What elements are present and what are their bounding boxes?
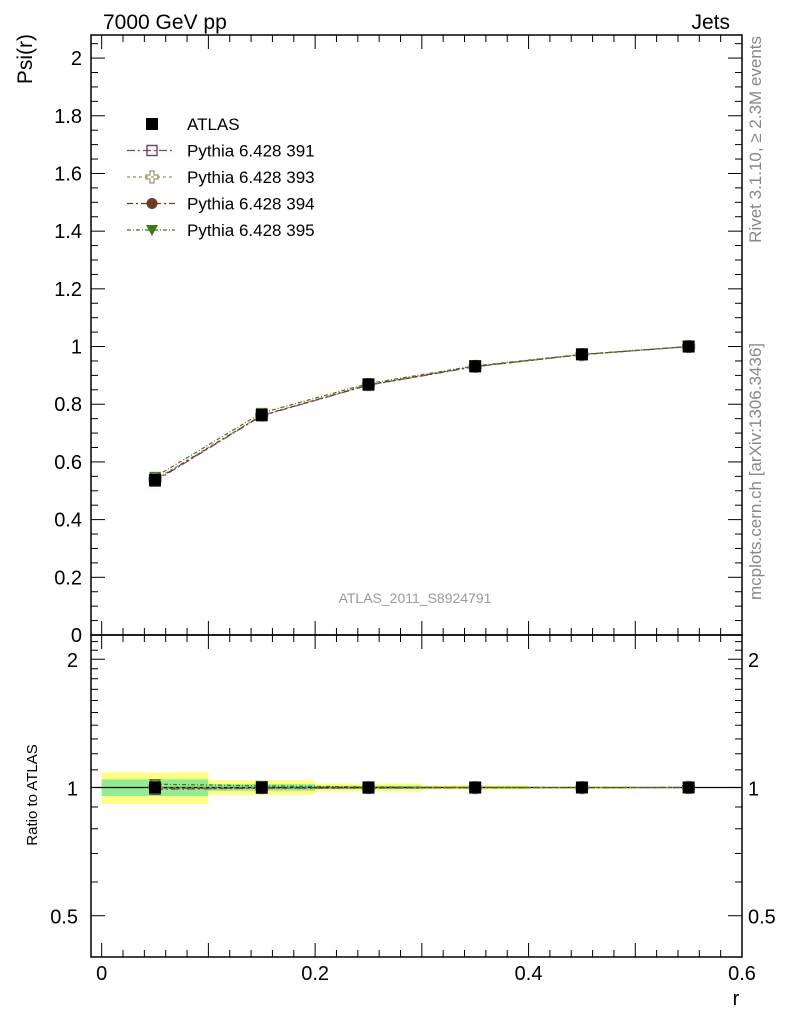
x-tick-label: 0.4 — [515, 963, 543, 985]
series-line — [154, 345, 689, 481]
rivet-version-label: Rivet 3.1.10, ≥ 2.3M events — [746, 36, 765, 243]
ratio-series-line — [155, 783, 689, 789]
legend-marker-open-cross — [145, 170, 159, 184]
ratio-y-tick-label-right: 0.5 — [748, 907, 776, 929]
data-point-square — [149, 473, 162, 486]
main-y-tick-label: 0.2 — [54, 567, 82, 589]
series-line — [154, 345, 689, 481]
ratio-y-axis-label: Ratio to ATLAS — [24, 744, 41, 845]
ratio-y-tick-label-left: 0.5 — [50, 907, 78, 929]
series-pythia-6-428-391 — [154, 345, 689, 482]
legend-label: Pythia 6.428 391 — [187, 142, 315, 161]
axis-ticks: 0 0.2 0.4 0.6 0.8 1 1.2 1.4 1.6 1.8 2 0.5 0.5 1 1 2 2 0 0.… — [50, 35, 776, 985]
legend-marker-square — [146, 118, 158, 130]
x-axis-label: r — [733, 988, 740, 1010]
data-point-square — [255, 408, 268, 421]
ratio-y-tick-label-left: 1 — [67, 778, 78, 800]
legend-label: Pythia 6.428 395 — [187, 221, 315, 240]
main-plot-series — [148, 339, 696, 487]
legend-marker-open-square — [146, 144, 158, 157]
data-point-square — [469, 360, 482, 373]
ratio-point-square — [255, 781, 268, 794]
legend-marker-circle — [146, 198, 158, 209]
main-y-tick-label: 1.6 — [54, 163, 82, 185]
main-y-tick-label: 0.6 — [54, 452, 82, 474]
main-y-axis-label: Psi(r) — [14, 34, 37, 84]
analysis-watermark: ATLAS_2011_S8924791 — [339, 590, 492, 606]
header-left-label: 7000 GeV pp — [103, 11, 227, 34]
main-y-tick-label: 0 — [71, 625, 82, 647]
main-y-tick-label: 2 — [71, 48, 82, 70]
legend-marker-triangle-down — [146, 225, 158, 236]
x-tick-label: 0.2 — [301, 963, 329, 985]
ratio-plot-frame — [90, 634, 743, 958]
main-y-tick-label: 1.2 — [54, 279, 82, 301]
mcplots-source-label: mcplots.cern.ch [arXiv:1306.3436] — [746, 343, 765, 600]
ratio-y-tick-label-left: 2 — [67, 650, 78, 672]
main-y-tick-label: 0.4 — [54, 510, 82, 532]
legend-label: Pythia 6.428 393 — [187, 168, 315, 187]
series-line — [154, 345, 689, 482]
x-tick-label: 0.6 — [728, 963, 756, 985]
legend-label: Pythia 6.428 394 — [187, 195, 315, 214]
ratio-point-square — [149, 781, 162, 794]
ratio-point-square — [682, 781, 695, 794]
series-pythia-6-428-394 — [154, 345, 689, 481]
main-y-tick-label: 0.8 — [54, 394, 82, 416]
ratio-point-square — [469, 781, 482, 794]
series-pythia-6-428-393 — [154, 345, 689, 481]
ratio-y-tick-label-right: 2 — [748, 650, 759, 672]
legend: ATLAS Pythia 6.428 391 Pythia 6.428 393 Pyt… — [127, 115, 315, 240]
header-right-label: Jets — [691, 11, 730, 34]
ratio-y-tick-label-right: 1 — [748, 778, 759, 800]
data-point-square — [362, 378, 375, 391]
series-pythia-6-428-395 — [154, 345, 689, 478]
ratio-point-square — [362, 781, 375, 794]
legend-label: ATLAS — [187, 115, 240, 134]
main-y-tick-label: 1 — [71, 337, 82, 359]
main-y-tick-label: 1.8 — [54, 106, 82, 128]
series-line — [154, 345, 689, 478]
ratio-point-square — [575, 781, 588, 794]
ratio-plot-series — [148, 779, 696, 796]
x-tick-label: 0 — [96, 963, 107, 985]
main-y-tick-label: 1.4 — [54, 221, 82, 243]
data-point-square — [575, 348, 588, 361]
data-point-square — [682, 340, 695, 353]
